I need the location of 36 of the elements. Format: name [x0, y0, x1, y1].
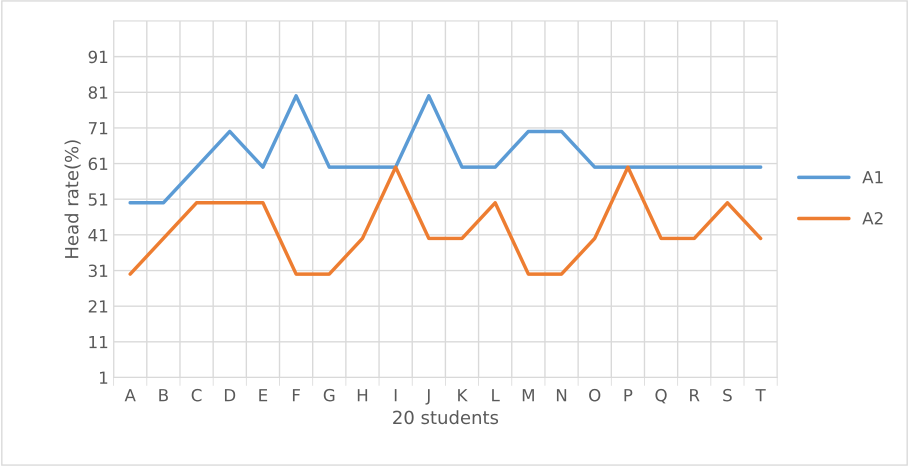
x-tick-label: R [690, 389, 700, 402]
x-tick-label: L [492, 389, 500, 402]
x-tick-label: B [159, 389, 168, 402]
y-tick-label: 51 [88, 193, 108, 206]
x-tick-label: H [358, 389, 368, 402]
x-tick-label: P [624, 389, 632, 402]
y-tick-label: 1 [100, 372, 108, 384]
y-tick-label: 31 [88, 264, 108, 278]
line-series [128, 94, 762, 205]
x-tick-label: A [124, 389, 136, 402]
line-series [128, 165, 762, 276]
x-tick-label: E [259, 389, 268, 402]
x-tick-label: I [394, 389, 396, 402]
x-tick-label: J [426, 389, 430, 405]
x-axis-title: 20 students [393, 410, 498, 424]
x-tick-label: K [458, 389, 468, 402]
x-tick-label: D [224, 389, 236, 402]
legend-label: A2 [862, 212, 882, 224]
y-tick-label: 91 [88, 50, 108, 64]
x-tick-label: O [589, 388, 600, 402]
x-tick-label: S [723, 388, 732, 402]
x-tick-label: G [324, 388, 334, 402]
x-tick-label: M [522, 389, 534, 402]
y-tick-label: 61 [88, 158, 108, 170]
y-tick-label: 21 [88, 300, 108, 312]
y-tick-label: 81 [88, 86, 108, 99]
y-tick-label: 41 [88, 229, 108, 242]
x-tick-label: F [292, 389, 300, 402]
y-tick-label: 11 [89, 336, 108, 348]
legend-label: A1 [862, 171, 883, 184]
y-tick-label: 71 [88, 122, 108, 134]
x-tick-label: N [556, 389, 566, 402]
x-tick-label: T [755, 389, 766, 402]
y-axis-title: Head rate(%) [64, 140, 81, 258]
x-tick-label: C [192, 388, 202, 402]
x-tick-label: Q [655, 388, 667, 404]
